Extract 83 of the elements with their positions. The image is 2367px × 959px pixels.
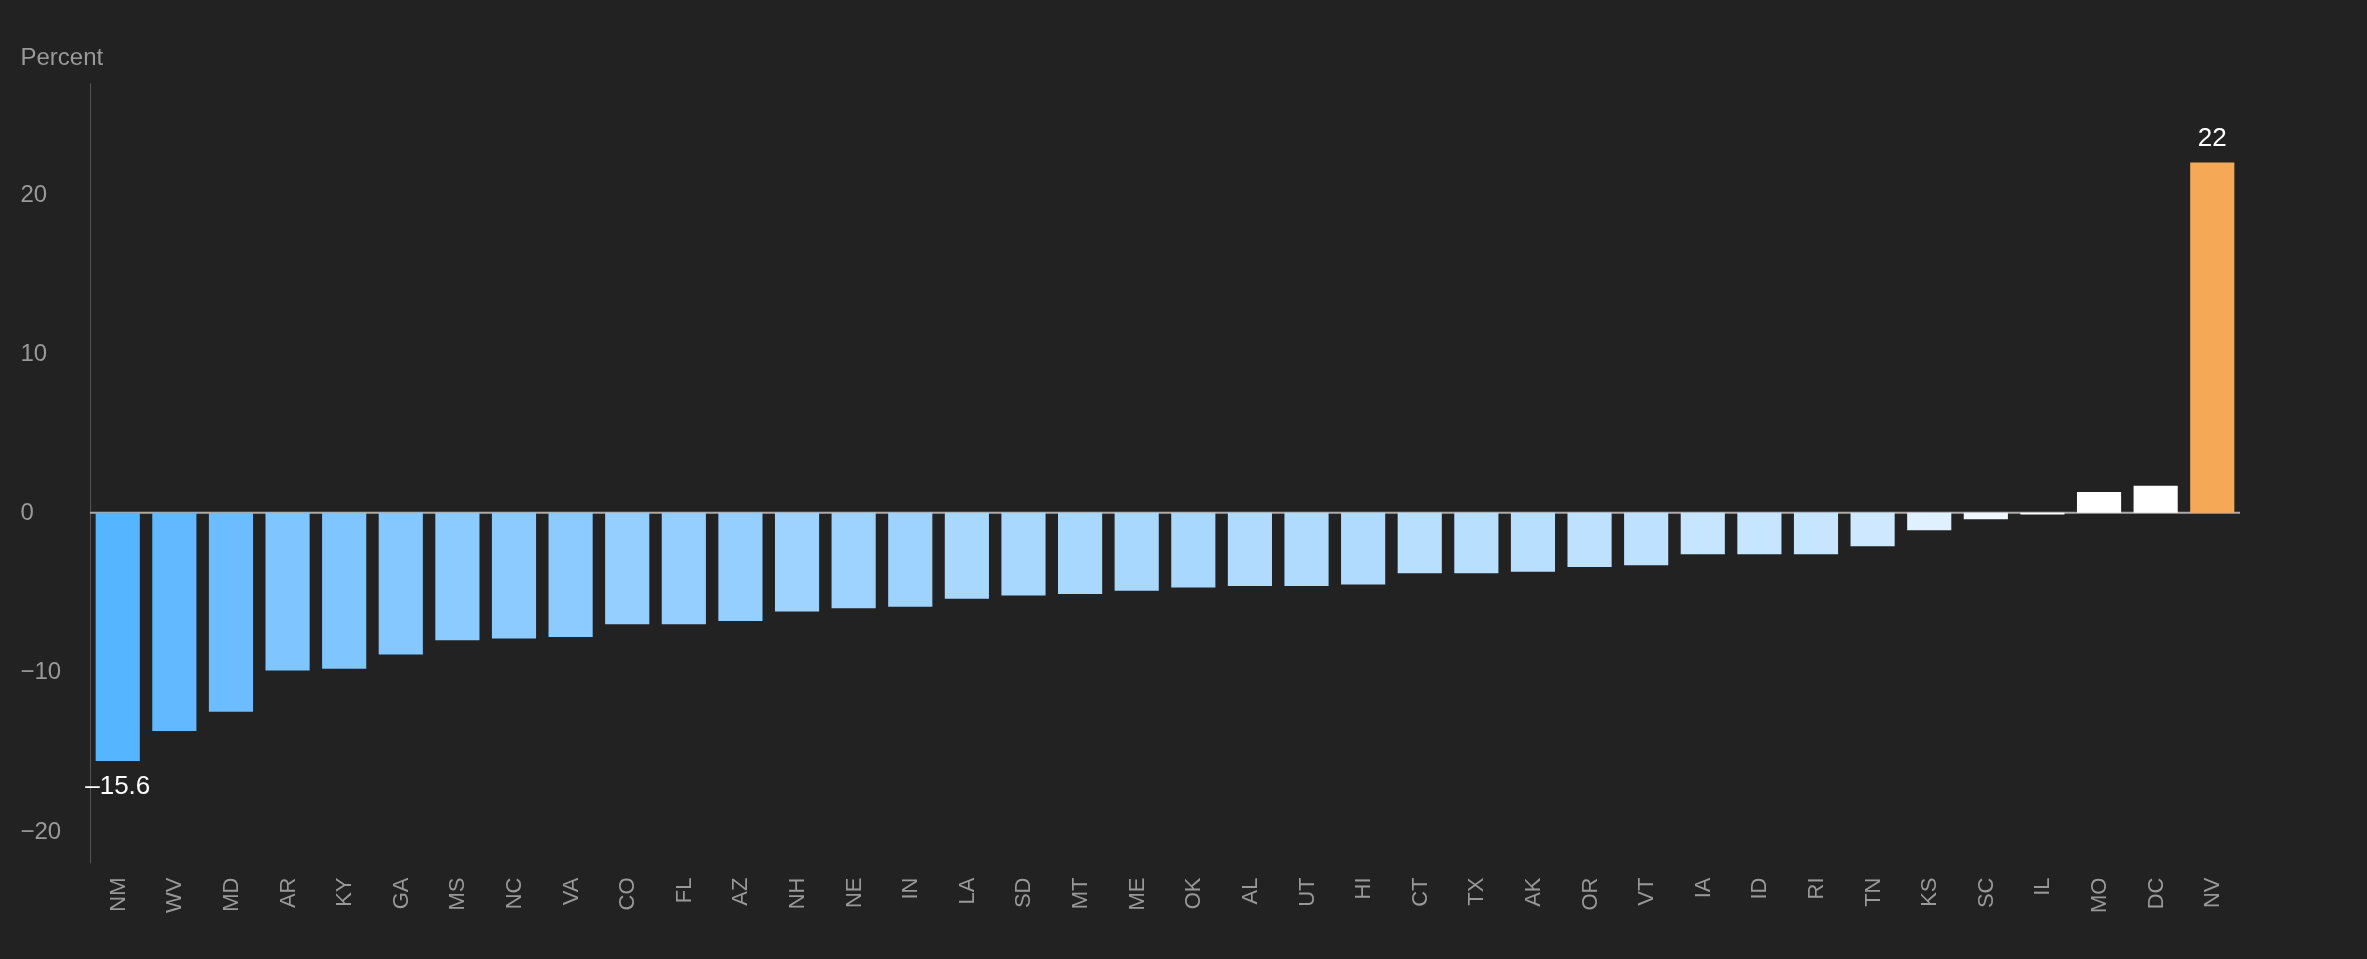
bar: [1567, 512, 1612, 567]
bar: [831, 512, 876, 609]
x-tick-label: TN: [1859, 877, 1885, 907]
x-tick-label: KS: [1916, 877, 1942, 907]
bar: [1907, 512, 1952, 531]
x-tick-label: AZ: [727, 877, 753, 906]
x-tick-label: AK: [1519, 877, 1545, 907]
bar: [208, 512, 254, 712]
bar: [774, 512, 820, 612]
bar: [152, 512, 197, 731]
bar: [888, 512, 933, 607]
bar: [661, 512, 706, 625]
bar: [1058, 512, 1103, 594]
bar: [2190, 162, 2235, 513]
bar: [1227, 512, 1272, 587]
bar: [491, 512, 537, 639]
x-tick-label: TX: [1463, 877, 1489, 906]
x-tick-label: IL: [2029, 877, 2055, 896]
bar: [605, 512, 650, 625]
x-tick-label: GA: [387, 877, 413, 910]
x-tick-label: AL: [1236, 877, 1262, 905]
x-tick-label: OR: [1576, 877, 1602, 911]
bar: [2076, 492, 2122, 513]
y-tick-label: 10: [20, 339, 48, 367]
y-tick-label: −10: [20, 657, 62, 685]
bar: [1850, 512, 1895, 547]
x-tick-label: KY: [331, 877, 357, 907]
x-tick-label: LA: [953, 877, 979, 905]
bar: [322, 512, 367, 669]
x-tick-label: ID: [1746, 877, 1772, 900]
x-tick-label: SC: [1972, 877, 1998, 909]
bar: [435, 512, 480, 641]
x-tick-label: ME: [1123, 877, 1149, 911]
data-label: 22: [2197, 121, 2227, 152]
bar: [1624, 512, 1669, 566]
x-tick-label: CT: [1406, 877, 1432, 907]
x-tick-label: CO: [614, 877, 640, 911]
x-tick-label: MD: [217, 877, 243, 912]
x-tick-label: VA: [557, 877, 583, 906]
y-tick-label: 20: [20, 179, 48, 207]
x-tick-label: MS: [444, 877, 470, 911]
y-axis-title: Percent: [20, 42, 104, 70]
bar: [1737, 512, 1782, 555]
bar: [1963, 512, 2008, 520]
bar: [1454, 512, 1499, 574]
x-tick-label: FL: [670, 877, 696, 904]
x-tick-label: HI: [1350, 877, 1376, 900]
x-tick-label: IN: [897, 877, 923, 900]
x-tick-label: NV: [2199, 877, 2225, 909]
bar: [1680, 512, 1725, 555]
x-tick-label: UT: [1293, 877, 1319, 907]
bar: [2133, 485, 2178, 513]
bar: [1341, 512, 1386, 585]
y-tick-label: −20: [20, 816, 62, 844]
x-tick-label: IA: [1689, 877, 1715, 899]
bar: [548, 512, 593, 637]
x-tick-label: NC: [501, 877, 526, 910]
x-tick-label: MO: [2086, 877, 2112, 913]
bar: [1793, 512, 1839, 555]
bar: [1284, 512, 1329, 587]
bar: [718, 512, 763, 622]
bar: [944, 512, 989, 599]
x-tick-label: RI: [1803, 877, 1828, 900]
bar: [378, 512, 423, 655]
x-tick-label: MT: [1067, 877, 1093, 910]
x-tick-label: AR: [274, 877, 300, 909]
x-tick-label: OK: [1180, 877, 1206, 910]
bar: [1510, 512, 1556, 572]
bar: [95, 512, 140, 762]
x-tick-label: SD: [1010, 877, 1036, 909]
bar: [1171, 512, 1216, 588]
bar: [1114, 512, 1159, 591]
x-tick-label: NM: [104, 877, 130, 912]
bar: [1001, 512, 1046, 596]
bar: [265, 512, 310, 671]
data-label: –15.6: [85, 770, 151, 801]
x-tick-label: NH: [784, 877, 810, 910]
bar: [1397, 512, 1442, 574]
x-tick-label: NE: [840, 877, 866, 909]
x-tick-label: DC: [2142, 877, 2168, 910]
x-tick-label: VT: [1633, 877, 1659, 906]
x-tick-label: WV: [161, 877, 187, 913]
y-tick-label: 0: [20, 498, 34, 526]
